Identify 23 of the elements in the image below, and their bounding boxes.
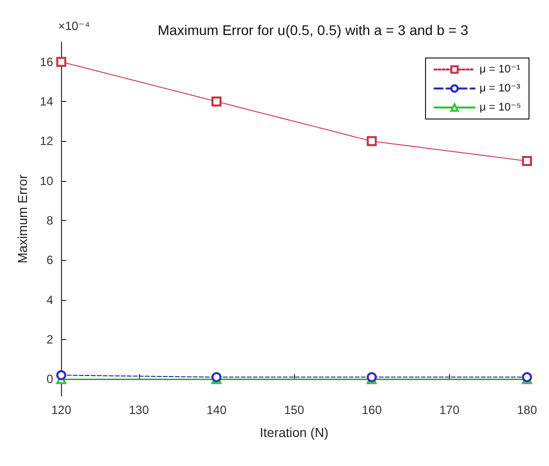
x-tick-label: 180 (516, 403, 538, 417)
text: ×10⁻⁴ (58, 19, 90, 33)
legend-label: μ = 10⁻³ (480, 82, 520, 94)
y-tick-label: 2 (46, 332, 54, 346)
x-tick-label: 120 (51, 403, 72, 417)
y-tick-label: 0 (46, 372, 54, 386)
y-tick-label: 14 (40, 94, 54, 108)
y-tick-label: 4 (46, 292, 54, 307)
x-tick-label: 170 (439, 403, 460, 417)
x-axis-title: Iteration (N) (260, 425, 328, 440)
y-tick-label: 10 (40, 174, 54, 188)
x-tick-label: 160 (362, 403, 382, 417)
y-tick-label: 12 (40, 134, 54, 148)
y-axis-title: Maximum Error (15, 174, 30, 264)
y-tick-label: 16 (40, 54, 54, 69)
y-tick-label: 8 (46, 213, 54, 228)
legend-label: μ = 10⁻¹ (480, 64, 520, 76)
x-tick-label: 140 (206, 403, 227, 417)
x-tick-label: 150 (284, 403, 304, 417)
legend-label: μ = 10⁻⁵ (480, 102, 522, 114)
x-tick-label: 130 (128, 403, 150, 417)
y-tick-label: 6 (46, 253, 54, 268)
chart-title: Maximum Error for u(0.5, 0.5) with a = 3 and b = 3 (158, 22, 468, 38)
